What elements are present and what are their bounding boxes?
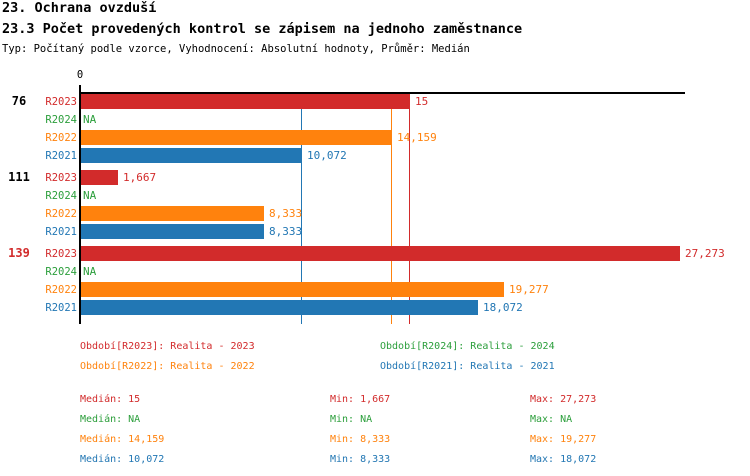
legend-item-R2021: Období[R2021]: Realita - 2021 <box>380 361 555 372</box>
bar-R2023 <box>81 170 118 185</box>
series-label: R2023 <box>45 172 77 184</box>
chart-subtitle: Typ: Počítaný podle vzorce, Vyhodnocení:… <box>2 43 470 55</box>
bar-R2022 <box>81 206 264 221</box>
stat-cell-R2021-0: Medián: 10,072 <box>80 454 165 465</box>
bar-R2023 <box>81 94 410 109</box>
bar-R2021 <box>81 148 302 163</box>
stat-cell-R2024-1: Min: NA <box>330 414 373 425</box>
stat-cell-R2024-2: Max: NA <box>530 414 573 425</box>
series-label: R2023 <box>45 96 77 108</box>
na-label: NA <box>83 113 97 126</box>
series-label: R2021 <box>45 226 77 238</box>
value-label: 27,273 <box>685 247 725 260</box>
stat-cell-R2023-2: Max: 27,273 <box>530 394 597 405</box>
metric-title: 23.3 Počet provedených kontrol se zápise… <box>2 21 523 37</box>
median-line-R2022 <box>391 93 392 324</box>
chart: 0 76 R2023 15 R2024 NA R2022 14,159 R2021 10,072 1… <box>0 60 750 330</box>
stat-cell-R2021-1: Min: 8,333 <box>330 454 391 465</box>
series-label: R2022 <box>45 132 77 144</box>
median-line-R2023 <box>409 93 410 324</box>
stat-cell-R2023-1: Min: 1,667 <box>330 394 391 405</box>
value-label: 15 <box>415 95 429 108</box>
series-label: R2021 <box>45 150 77 162</box>
series-label: R2022 <box>45 284 77 296</box>
axis-line-x <box>80 92 685 94</box>
group-label: 76 <box>11 94 27 108</box>
legend-item-R2023: Období[R2023]: Realita - 2023 <box>80 341 255 352</box>
stat-cell-R2022-1: Min: 8,333 <box>330 434 391 445</box>
na-label: NA <box>83 265 97 278</box>
bar-R2022 <box>81 282 504 297</box>
median-line-R2021 <box>301 93 302 324</box>
series-label: R2024 <box>45 266 77 278</box>
series-label: R2024 <box>45 190 77 202</box>
value-label: 10,072 <box>307 149 347 162</box>
group-label: 139 <box>8 246 30 260</box>
value-label: 19,277 <box>509 283 549 296</box>
series-label: R2024 <box>45 114 77 126</box>
value-label: 8,333 <box>269 207 303 220</box>
stat-cell-R2022-2: Max: 19,277 <box>530 434 597 445</box>
group-label: 111 <box>8 170 30 184</box>
series-label: R2021 <box>45 302 77 314</box>
bar-R2021 <box>81 300 478 315</box>
value-label: 14,159 <box>397 131 437 144</box>
stat-cell-R2023-0: Medián: 15 <box>80 394 141 405</box>
stats-table: Medián: 15 Min: 1,667 Max: 27,273 Medián: N… <box>0 388 750 470</box>
na-label: NA <box>83 189 97 202</box>
stat-cell-R2022-0: Medián: 14,159 <box>80 434 165 445</box>
legend: Období[R2023]: Realita - 2023 Období[R202… <box>0 335 750 385</box>
axis-zero-label: 0 <box>76 69 84 81</box>
series-label: R2022 <box>45 208 77 220</box>
page-title: 23. Ochrana ovzduší <box>2 0 157 16</box>
stat-cell-R2021-2: Max: 18,072 <box>530 454 597 465</box>
bar-R2023 <box>81 246 680 261</box>
series-label: R2023 <box>45 248 77 260</box>
legend-item-R2022: Období[R2022]: Realita - 2022 <box>80 361 255 372</box>
axis-line-y <box>79 85 81 324</box>
bar-R2021 <box>81 224 264 239</box>
value-label: 18,072 <box>483 301 523 314</box>
legend-item-R2024: Období[R2024]: Realita - 2024 <box>380 341 555 352</box>
stat-cell-R2024-0: Medián: NA <box>80 414 141 425</box>
bar-R2022 <box>81 130 392 145</box>
value-label: 1,667 <box>123 171 157 184</box>
value-label: 8,333 <box>269 225 303 238</box>
